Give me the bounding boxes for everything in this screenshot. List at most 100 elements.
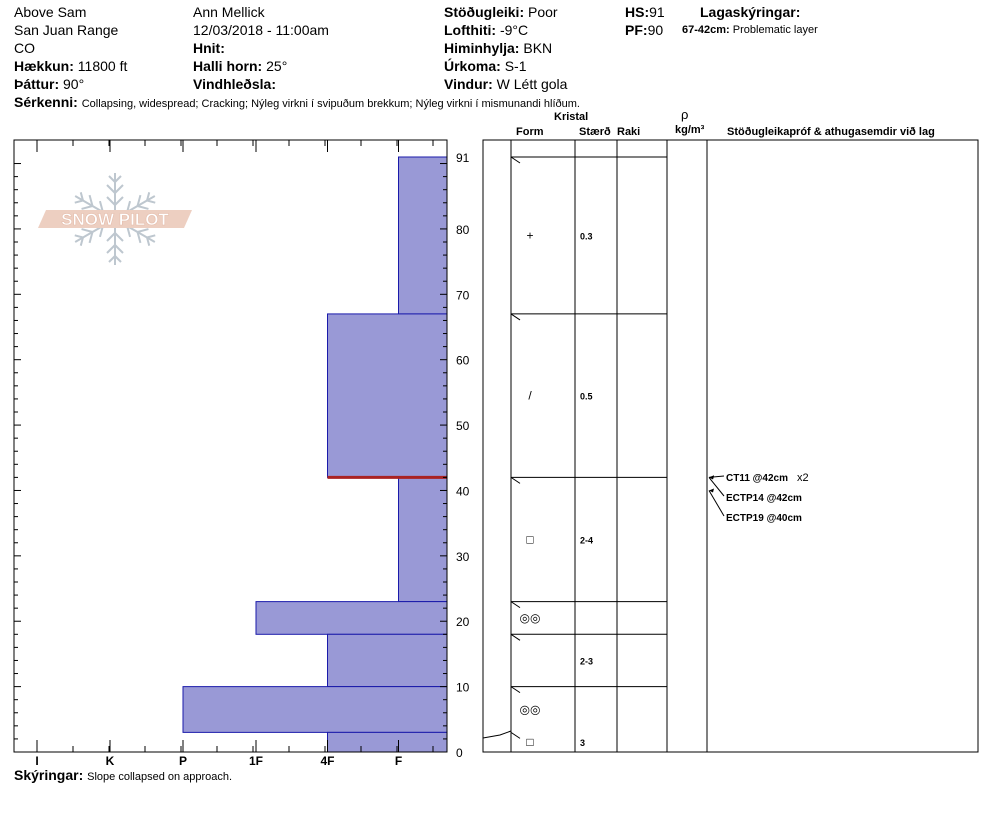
y-tick-label: 91 xyxy=(456,151,470,165)
layer-connector xyxy=(510,476,521,484)
layer-size-1: 0.5 xyxy=(580,392,593,402)
layer-form-1: / xyxy=(528,389,532,403)
y-tick-label: 50 xyxy=(456,419,470,433)
precip-label: Úrkoma: xyxy=(444,58,501,74)
precip: Úrkoma: S-1 xyxy=(444,58,526,74)
layer-size-4: 2-3 xyxy=(580,656,593,666)
y-tick-label: 80 xyxy=(456,223,470,237)
test-suffix-0: x2 xyxy=(797,472,809,484)
stability-value: Poor xyxy=(528,4,558,20)
layer-form-2: □ xyxy=(526,533,533,547)
slope-value: 25° xyxy=(266,58,288,74)
x-tick-label: I xyxy=(35,754,38,768)
layer-form-6: □ xyxy=(526,735,533,749)
hardness-bar-6 xyxy=(327,731,448,753)
test-arrow-2 xyxy=(708,490,725,517)
wind-loading-label: Vindhleðsla: xyxy=(193,76,276,92)
location: Above Sam xyxy=(14,4,87,20)
hs-value: 91 xyxy=(649,4,665,20)
layer-connector xyxy=(510,156,521,164)
y-tick-label: 70 xyxy=(456,288,470,302)
hardness-bar-4 xyxy=(327,633,448,688)
features-value: Collapsing, widespread; Cracking; Nýleg … xyxy=(81,98,580,110)
pf: PF:90 xyxy=(625,22,663,38)
coords-label: Hnit: xyxy=(193,40,225,56)
wind-value: W Létt gola xyxy=(496,76,568,92)
hs-label: HS: xyxy=(625,4,650,20)
x-tick-label: F xyxy=(395,754,402,768)
slope: Halli horn: 25° xyxy=(193,58,287,74)
density-unit-header: kg/m³ xyxy=(675,124,705,136)
hardness-bar-2 xyxy=(398,476,448,603)
sky-label: Himinhylja: xyxy=(444,40,520,56)
x-tick-label: 4F xyxy=(320,754,334,768)
layer-connector xyxy=(510,686,521,694)
layer-note-text: Problematic layer xyxy=(732,24,818,36)
aspect-label: Þáttur: xyxy=(14,76,60,92)
hs: HS:91 xyxy=(625,4,665,20)
tests-header: Stöðugleikapróf & athugasemdir við lag xyxy=(727,126,935,138)
datetime: 12/03/2018 - 11:00am xyxy=(193,22,329,38)
layer-note: 67-42cm: Problematic layer xyxy=(682,24,818,37)
aspect-value: 90° xyxy=(63,76,85,92)
layer-notes-label: Lagaskýringar: xyxy=(700,4,801,20)
x-tick-label: 1F xyxy=(249,754,263,768)
test-arrowhead-1 xyxy=(709,475,714,480)
test-label-1: ECTP14 @42cm xyxy=(726,493,802,504)
layer-connector xyxy=(510,633,521,641)
elevation-label: Hækkun: xyxy=(14,58,74,74)
elevation-value: 11800 ft xyxy=(77,58,128,74)
y-tick-label: 40 xyxy=(456,484,470,498)
aspect: Þáttur: 90° xyxy=(14,76,84,92)
y-tick-label: 60 xyxy=(456,354,470,368)
air-temp: Lofthiti: -9°C xyxy=(444,22,528,38)
wind: Vindur: W Létt gola xyxy=(444,76,567,92)
ground-connector xyxy=(482,730,512,739)
crystal-header: Kristal xyxy=(554,111,589,123)
wind-label: Vindur: xyxy=(444,76,493,92)
plot-frame xyxy=(13,139,448,753)
pf-label: PF: xyxy=(625,22,648,38)
pf-value: 90 xyxy=(647,22,664,38)
logo-text: SNOW PILOT xyxy=(61,210,169,229)
features: Sérkenni: Collapsing, widespread; Cracki… xyxy=(14,94,580,111)
precip-value: S-1 xyxy=(504,58,527,74)
test-arrow-1 xyxy=(708,477,725,497)
layer-size-2: 2-4 xyxy=(580,536,593,546)
state: CO xyxy=(14,40,35,56)
layer-form-5: ◎◎ xyxy=(520,703,541,717)
layer-form-3: ◎◎ xyxy=(520,611,541,625)
air-temp-label: Lofthiti: xyxy=(444,22,497,38)
layer-form-0: + xyxy=(526,228,533,242)
features-label: Sérkenni: xyxy=(14,94,78,110)
layer-connector xyxy=(510,731,521,739)
slope-label: Halli horn: xyxy=(193,58,263,74)
rho-header: ρ xyxy=(681,107,689,122)
elevation: Hækkun: 11800 ft xyxy=(14,58,127,74)
x-tick-label: K xyxy=(106,754,115,768)
y-tick-label: 0 xyxy=(456,746,463,760)
size-header: Stærð xyxy=(579,126,611,138)
layer-note-range: 67-42cm: xyxy=(682,24,730,36)
comments-value: Slope collapsed on approach. xyxy=(87,771,233,783)
range: San Juan Range xyxy=(14,22,119,38)
stability: Stöðugleiki: Poor xyxy=(444,4,558,20)
stability-label: Stöðugleiki: xyxy=(444,4,525,20)
hardness-bar-1 xyxy=(327,313,448,478)
layer-connector xyxy=(510,313,521,321)
comments: Skýringar: Slope collapsed on approach. xyxy=(14,767,232,784)
hardness-bar-3 xyxy=(255,601,448,635)
sky: Himinhylja: BKN xyxy=(444,40,552,56)
sky-value: BKN xyxy=(523,40,553,56)
layer-connector xyxy=(510,601,521,609)
observer: Ann Mellick xyxy=(193,4,265,20)
form-header: Form xyxy=(516,126,544,138)
snowpilot-logo: SNOW PILOT xyxy=(38,173,192,266)
hardness-bar-5 xyxy=(182,686,448,733)
moisture-header: Raki xyxy=(617,126,641,138)
air-temp-value: -9°C xyxy=(499,22,529,38)
y-tick-label: 30 xyxy=(456,550,470,564)
layer-size-6: 3 xyxy=(580,738,585,748)
layer-size-0: 0.3 xyxy=(580,231,593,241)
